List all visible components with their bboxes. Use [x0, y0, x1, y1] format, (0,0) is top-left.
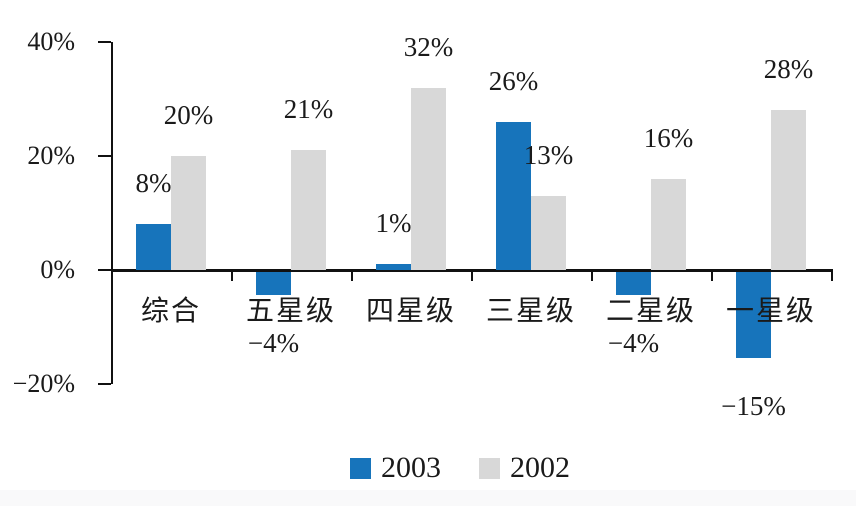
legend-item-2003: 2003 — [350, 452, 441, 484]
category-label: 三星级 — [485, 296, 576, 327]
bar-2003-一星级 — [736, 272, 771, 358]
bar-2003-综合 — [136, 224, 171, 270]
legend-item-2002: 2002 — [479, 452, 570, 484]
x-axis-tick — [831, 270, 833, 281]
category-label: 二星级 — [605, 296, 696, 327]
category-label: 四星级 — [365, 296, 456, 327]
y-axis-tick-label: −20% — [12, 369, 75, 398]
legend-label: 2002 — [510, 451, 570, 484]
bar-2002-二星级 — [651, 178, 686, 270]
category-label: 五星级 — [245, 296, 336, 327]
bar-2002-三星级 — [531, 195, 566, 270]
bar-2003-四星级 — [376, 264, 411, 270]
data-label-2002-四星级: 32% — [403, 31, 454, 62]
category-label: 综合 — [140, 296, 201, 327]
x-axis-tick — [711, 270, 713, 281]
data-label-2003-三星级: 26% — [488, 65, 539, 96]
x-axis-tick — [591, 270, 593, 281]
bar-2002-一星级 — [771, 110, 806, 270]
bar-2002-综合 — [171, 156, 206, 270]
y-axis-tick — [98, 383, 111, 385]
data-label-2002-二星级: 16% — [643, 122, 694, 153]
bar-2003-五星级 — [256, 272, 291, 295]
bar-2002-四星级 — [411, 87, 446, 270]
x-axis-tick — [351, 270, 353, 281]
data-label-2002-五星级: 21% — [283, 94, 334, 125]
y-axis-line — [111, 42, 113, 384]
y-axis-tick-label: 40% — [27, 27, 75, 56]
data-label-2003-四星级: 1% — [375, 208, 412, 239]
chart-legend: 2003 2002 — [64, 452, 856, 484]
data-label-2002-综合: 20% — [163, 100, 214, 130]
bar-2003-二星级 — [616, 272, 651, 295]
data-label-2003-二星级: −4% — [607, 327, 660, 358]
y-axis-tick — [98, 41, 111, 43]
legend-swatch-2003 — [350, 457, 371, 479]
legend-swatch-2002 — [479, 457, 500, 479]
y-axis-tick — [98, 269, 111, 271]
y-axis-tick — [98, 155, 111, 157]
data-label-2003-一星级: −15% — [721, 390, 786, 421]
x-axis-tick — [231, 270, 233, 281]
data-label-2002-一星级: 28% — [763, 54, 814, 85]
x-axis-tick — [471, 270, 473, 281]
data-label-2003-五星级: −4% — [247, 327, 300, 358]
data-label-2003-综合: 8% — [135, 168, 172, 199]
bottom-strip — [0, 490, 856, 506]
category-label: 一星级 — [725, 296, 816, 327]
bar-2002-五星级 — [291, 150, 326, 270]
legend-label: 2003 — [381, 451, 441, 484]
y-axis-tick-label: 20% — [27, 141, 75, 170]
y-axis-tick-label: 0% — [40, 255, 75, 284]
data-label-2002-三星级: 13% — [523, 139, 574, 170]
bar-2003-三星级 — [496, 121, 531, 270]
